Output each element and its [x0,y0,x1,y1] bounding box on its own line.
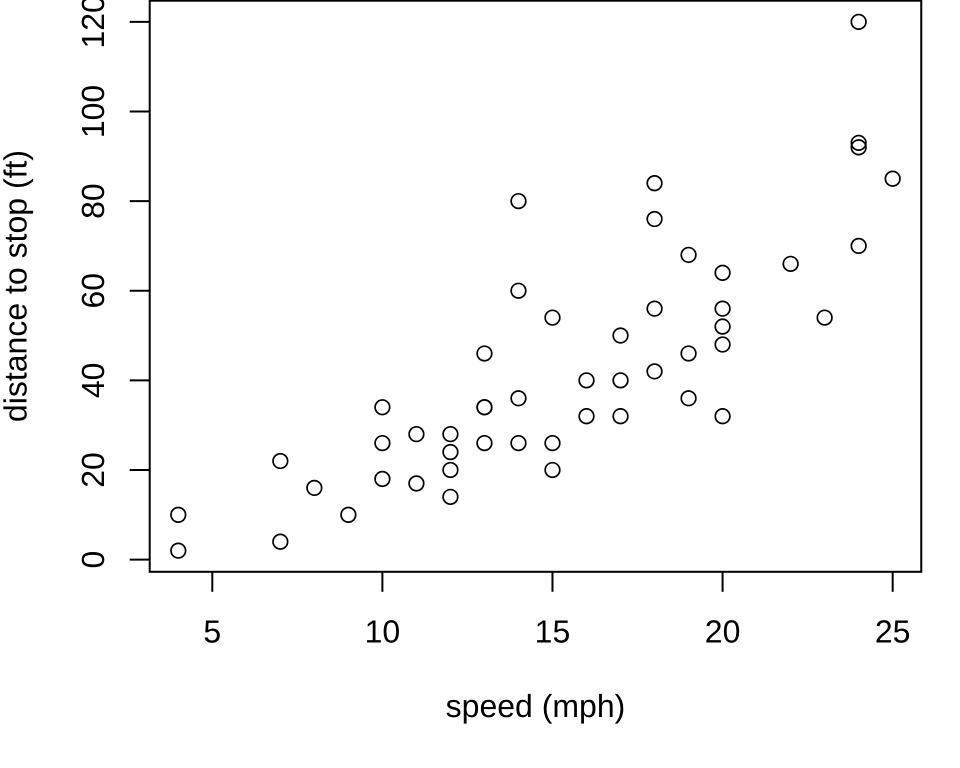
svg-text:5: 5 [203,614,221,650]
svg-text:0: 0 [75,551,111,569]
svg-text:15: 15 [535,614,571,650]
svg-text:20: 20 [705,614,741,650]
svg-text:distance to stop (ft): distance to stop (ft) [0,150,34,422]
svg-text:25: 25 [875,614,911,650]
svg-text:40: 40 [75,363,111,399]
svg-text:10: 10 [365,614,401,650]
svg-text:120: 120 [75,0,111,49]
svg-text:100: 100 [75,85,111,138]
svg-text:speed (mph): speed (mph) [446,688,626,724]
svg-text:60: 60 [75,273,111,309]
svg-text:20: 20 [75,452,111,488]
svg-text:80: 80 [75,183,111,219]
